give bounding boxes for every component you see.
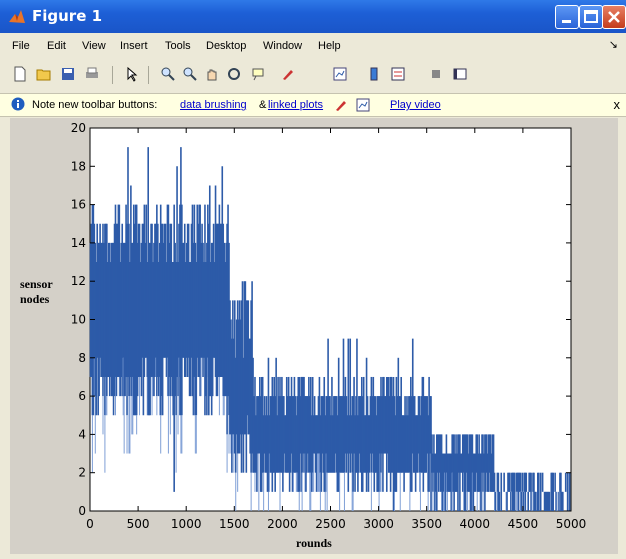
brush-icon[interactable]	[280, 66, 296, 82]
menu-bar: File Edit View Insert Tools Desktop Wind…	[0, 36, 626, 56]
info-icon	[11, 97, 25, 111]
link-plot-icon	[356, 98, 370, 112]
axis-ticks: 0 2 4 6 8 10 12 14 16 18 20 0 500 1000 1500 2000 2500 300…	[71, 121, 587, 531]
y-tick-label: 8	[78, 351, 86, 365]
x-tick-label: 1500	[219, 517, 250, 531]
menu-window[interactable]: Window	[263, 40, 303, 52]
x-tick-label: 1000	[171, 517, 202, 531]
toolbar	[0, 60, 626, 88]
menu-insert[interactable]: Insert	[120, 40, 148, 52]
y-tick-label: 14	[71, 236, 86, 250]
x-tick-label: 4000	[460, 517, 491, 531]
pointer-icon[interactable]	[124, 66, 140, 82]
zoom-out-icon[interactable]	[182, 66, 198, 82]
pan-icon[interactable]	[204, 66, 220, 82]
x-tick-label: 0	[86, 517, 94, 531]
open-file-icon[interactable]	[36, 66, 52, 82]
notification-bar: Note new toolbar buttons: data brushing …	[0, 93, 626, 117]
linked-plots-link[interactable]: linked plots	[268, 99, 324, 111]
link-plot-icon[interactable]	[332, 66, 348, 82]
menu-help[interactable]: Help	[318, 40, 341, 52]
hide-plot-tools-icon[interactable]	[428, 66, 444, 82]
x-tick-label: 5000	[556, 517, 587, 531]
print-icon[interactable]	[84, 66, 100, 82]
x-tick-label: 3000	[363, 517, 394, 531]
maximize-icon	[584, 10, 598, 23]
x-tick-label: 4500	[508, 517, 539, 531]
y-tick-label: 0	[78, 504, 86, 518]
x-axis-label: rounds	[296, 536, 332, 550]
minimize-icon	[562, 20, 571, 23]
window-title: Figure 1	[32, 7, 103, 25]
minimize-button[interactable]	[555, 5, 579, 29]
y-tick-label: 4	[78, 427, 86, 441]
maximize-button[interactable]	[579, 5, 603, 29]
x-tick-label: 2000	[267, 517, 298, 531]
y-tick-label: 18	[71, 159, 86, 173]
close-icon	[608, 11, 620, 23]
x-tick-label: 2500	[315, 517, 346, 531]
save-icon[interactable]	[60, 66, 76, 82]
close-notification-button[interactable]: x	[613, 97, 621, 112]
menu-dock-arrow[interactable]: ↘	[608, 39, 618, 51]
y-tick-label: 2	[78, 466, 86, 480]
data-brushing-link[interactable]: data brushing	[180, 99, 247, 111]
data-bars	[89, 147, 571, 511]
x-tick-label: 500	[127, 517, 150, 531]
brush-icon	[336, 101, 346, 111]
y-tick-label: 20	[71, 121, 86, 135]
menu-desktop[interactable]: Desktop	[206, 40, 247, 52]
ampersand-text: &	[259, 99, 267, 111]
menu-tools[interactable]: Tools	[165, 40, 191, 52]
show-plot-tools-icon[interactable]	[452, 66, 468, 82]
menu-view[interactable]: View	[82, 40, 106, 52]
y-axis-label: sensor nodes	[20, 277, 53, 306]
play-video-link[interactable]: Play video	[390, 99, 441, 111]
y-tick-label: 12	[71, 274, 86, 288]
matlab-logo-icon	[9, 10, 25, 23]
new-figure-icon[interactable]	[12, 66, 28, 82]
x-tick-label: 3500	[411, 517, 442, 531]
colorbar-icon[interactable]	[366, 66, 382, 82]
menu-edit[interactable]: Edit	[47, 40, 66, 52]
notification-text: Note new toolbar buttons:	[32, 99, 158, 111]
legend-icon[interactable]	[390, 66, 406, 82]
menu-file[interactable]: File	[12, 40, 30, 52]
rotate-icon[interactable]	[226, 66, 242, 82]
data-cursor-icon[interactable]	[250, 66, 266, 82]
toolbar-separator	[112, 66, 113, 84]
y-tick-label: 16	[71, 198, 86, 212]
y-tick-label: 6	[78, 389, 86, 403]
y-tick-label: 10	[71, 313, 86, 327]
zoom-in-icon[interactable]	[160, 66, 176, 82]
toolbar-separator	[148, 66, 149, 84]
title-bar[interactable]: Figure 1	[0, 0, 626, 33]
